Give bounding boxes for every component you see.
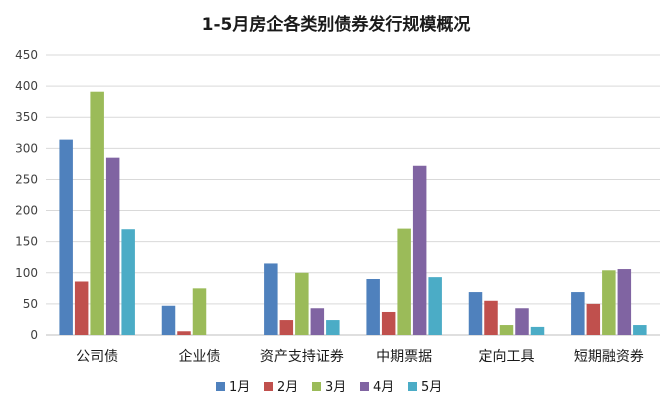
legend-label: 3月	[325, 380, 346, 395]
bar-6-4	[617, 269, 632, 335]
bar-6-3	[602, 270, 616, 335]
x-tick-label: 定向工具	[479, 349, 535, 365]
y-tick-label: 150	[15, 235, 38, 249]
legend-swatch	[264, 382, 273, 391]
bar-1-2	[74, 281, 89, 335]
x-tick-label: 公司债	[76, 349, 118, 365]
y-tick-label: 0	[30, 328, 38, 342]
y-tick-label: 200	[15, 204, 38, 218]
y-tick-label: 350	[15, 110, 38, 124]
bar-2-2	[177, 331, 191, 335]
bar-1-4	[105, 157, 120, 335]
bar-4-4	[412, 165, 427, 335]
y-tick-label: 250	[15, 172, 38, 186]
bar-1-5	[121, 229, 135, 335]
bar-2-1	[161, 305, 176, 335]
bar-3-4	[310, 308, 325, 335]
bar-5-4	[515, 308, 529, 335]
bar-6-1	[571, 292, 585, 335]
bar-5-3	[499, 325, 514, 335]
legend-label: 4月	[373, 380, 394, 395]
x-tick-label: 中期票据	[376, 349, 432, 365]
bar-6-5	[633, 325, 647, 335]
chart-title: 1-5月房企各类别债券发行规模概况	[201, 15, 471, 35]
legend-label: 5月	[421, 380, 442, 395]
y-tick-label: 300	[15, 141, 38, 155]
bar-4-2	[381, 311, 396, 335]
y-tick-label: 400	[15, 79, 38, 93]
bar-5-1	[468, 292, 483, 335]
bar-3-3	[295, 272, 309, 335]
legend-label: 2月	[277, 380, 298, 395]
bar-1-1	[59, 139, 73, 335]
legend-swatch	[312, 382, 321, 391]
y-tick-label: 100	[15, 266, 38, 280]
x-tick-label: 企业债	[179, 348, 221, 365]
bar-3-1	[264, 263, 278, 335]
legend-swatch	[216, 382, 225, 391]
bar-4-3	[397, 228, 411, 335]
legend-swatch	[360, 382, 369, 391]
bar-3-2	[279, 320, 294, 335]
bar-2-3	[192, 288, 207, 335]
bar-5-5	[530, 326, 545, 335]
y-tick-label: 50	[23, 297, 38, 311]
x-tick-label: 资产支持证券	[260, 349, 344, 365]
bar-6-2	[586, 303, 601, 335]
bar-3-5	[326, 320, 340, 335]
bar-4-1	[366, 279, 380, 335]
legend-label: 1月	[229, 380, 250, 395]
bar-5-2	[484, 300, 498, 335]
x-tick-label: 短期融资券	[574, 349, 644, 365]
y-tick-label: 450	[15, 48, 38, 62]
bar-1-3	[90, 91, 104, 335]
legend-swatch	[408, 382, 417, 391]
bar-4-5	[428, 277, 442, 335]
